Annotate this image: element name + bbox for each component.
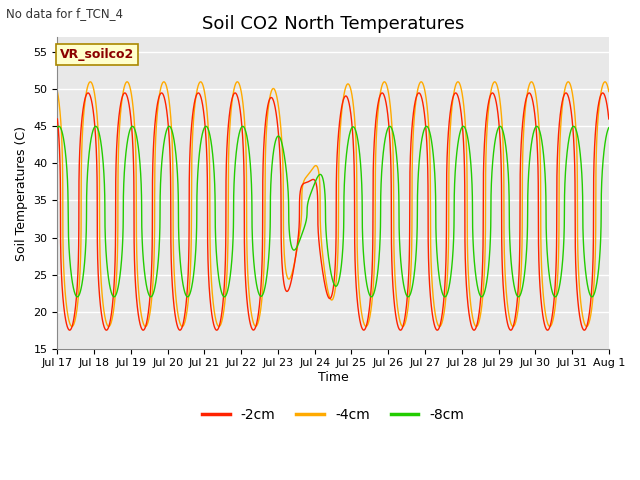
Line: -8cm: -8cm <box>58 126 609 297</box>
Line: -4cm: -4cm <box>58 82 609 326</box>
Legend: -2cm, -4cm, -8cm: -2cm, -4cm, -8cm <box>196 402 470 428</box>
-4cm <box>497 103 504 108</box>
-8cm <box>497 123 504 129</box>
-2cm <box>406 248 413 254</box>
-4cm <box>406 291 413 297</box>
-4cm <box>605 89 612 95</box>
-8cm <box>83 229 90 235</box>
Text: No data for f_TCN_4: No data for f_TCN_4 <box>6 7 124 20</box>
X-axis label: Time: Time <box>317 371 349 384</box>
-2cm <box>483 111 491 117</box>
-8cm <box>55 123 63 129</box>
-8cm <box>605 125 612 131</box>
-2cm <box>605 116 612 122</box>
Y-axis label: Soil Temperatures (C): Soil Temperatures (C) <box>15 125 28 261</box>
Title: Soil CO2 North Temperatures: Soil CO2 North Temperatures <box>202 15 464 33</box>
-8cm <box>483 278 491 284</box>
-8cm <box>504 168 512 174</box>
-4cm <box>601 79 609 84</box>
-8cm <box>406 293 413 299</box>
-2cm <box>504 323 512 329</box>
Text: VR_soilco2: VR_soilco2 <box>60 48 134 61</box>
-4cm <box>68 324 76 329</box>
-2cm <box>599 90 607 96</box>
-4cm <box>468 310 476 316</box>
-4cm <box>54 89 61 95</box>
-4cm <box>483 130 491 136</box>
-2cm <box>497 144 504 149</box>
-2cm <box>66 327 74 333</box>
-4cm <box>83 90 90 96</box>
-8cm <box>588 294 596 300</box>
-8cm <box>54 125 61 131</box>
-2cm <box>54 116 61 122</box>
-2cm <box>83 92 90 98</box>
-2cm <box>468 324 476 330</box>
-8cm <box>468 178 476 183</box>
Line: -2cm: -2cm <box>58 93 609 330</box>
-4cm <box>504 307 512 312</box>
